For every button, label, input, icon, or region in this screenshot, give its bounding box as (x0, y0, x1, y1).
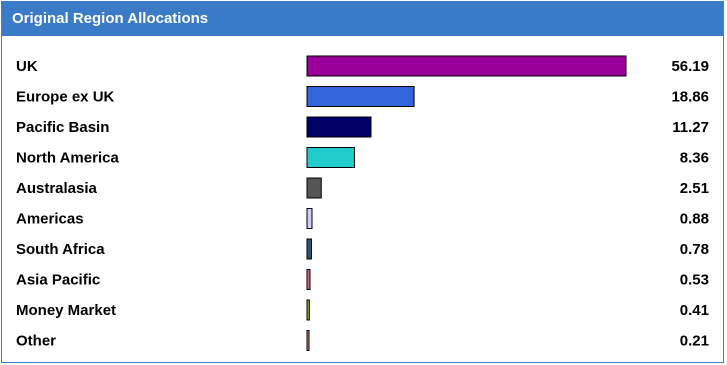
panel-title: Original Region Allocations (2, 2, 723, 36)
allocation-chart: UK 56.19 Europe ex UK 18.86 Pacific Basin 11.… (2, 36, 723, 362)
category-label-americas: Americas (16, 211, 84, 228)
category-label-other: Other (16, 333, 56, 350)
value-label-australasia: 2.51 (680, 180, 709, 197)
value-label-asia-pacific: 0.53 (680, 272, 709, 289)
value-label-europe-ex-uk: 18.86 (671, 89, 709, 106)
category-label-pacific-basin: Pacific Basin (16, 119, 109, 136)
category-label-north-america: North America (16, 150, 119, 167)
bar-other (306, 330, 310, 351)
value-label-uk: 56.19 (671, 58, 709, 75)
bar-americas (306, 208, 313, 229)
value-label-south-africa: 0.78 (680, 241, 709, 258)
category-label-europe-ex-uk: Europe ex UK (16, 89, 115, 106)
value-label-americas: 0.88 (680, 211, 709, 228)
bar-uk (306, 55, 627, 77)
value-label-pacific-basin: 11.27 (672, 119, 709, 136)
bar-north-america (306, 147, 355, 168)
category-label-australasia: Australasia (16, 180, 98, 197)
bar-asia-pacific (306, 269, 311, 290)
bar-south-africa (306, 238, 312, 260)
allocation-bars-svg: UK 56.19 Europe ex UK 18.86 Pacific Basin 11.… (16, 55, 709, 351)
bar-europe-ex-uk (306, 86, 415, 107)
category-label-asia-pacific: Asia Pacific (16, 272, 100, 289)
bar-australasia (306, 177, 322, 199)
bar-money-market (306, 299, 310, 321)
category-label-south-africa: South Africa (16, 241, 105, 258)
category-label-uk: UK (16, 58, 38, 75)
value-label-north-america: 8.36 (680, 150, 709, 167)
value-label-money-market: 0.41 (680, 302, 709, 319)
category-label-money-market: Money Market (16, 302, 116, 319)
value-label-other: 0.21 (680, 333, 709, 350)
bar-pacific-basin (306, 116, 372, 138)
